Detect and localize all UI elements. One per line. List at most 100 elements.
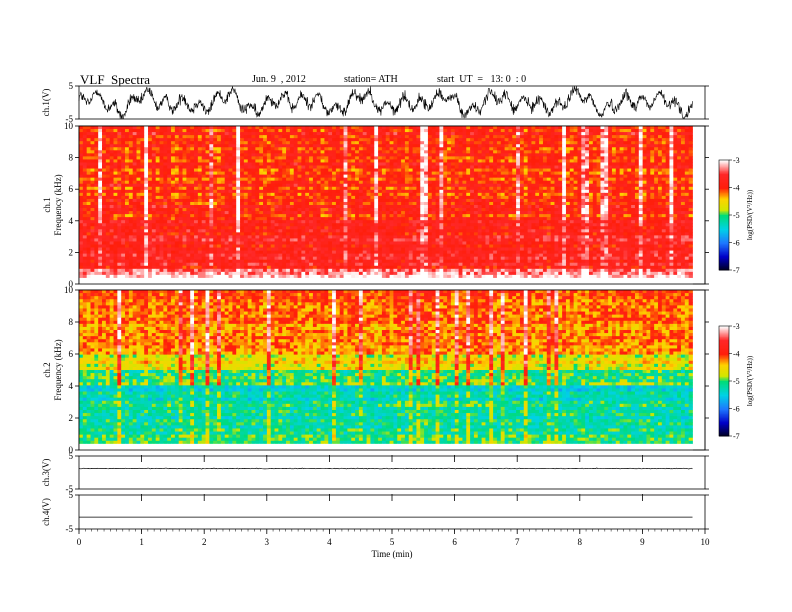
spectrogram-cell bbox=[336, 132, 340, 135]
spectrogram-cell bbox=[91, 144, 95, 147]
spectrogram-cell bbox=[505, 211, 509, 214]
spectrogram-cell bbox=[650, 159, 654, 162]
spectrogram-cell bbox=[474, 132, 478, 135]
spectrogram-cell bbox=[259, 178, 263, 181]
spectrogram-cell bbox=[209, 132, 213, 135]
spectrogram-cell bbox=[355, 208, 359, 211]
spectrogram-cell bbox=[597, 144, 601, 147]
spectrogram-cell bbox=[489, 144, 493, 147]
spectrogram-cell bbox=[600, 202, 604, 205]
spectrogram-cell bbox=[562, 156, 566, 159]
spectrogram-cell bbox=[236, 175, 240, 178]
spectrogram-cell bbox=[600, 162, 604, 165]
spectrogram-cell bbox=[662, 172, 666, 175]
spectrogram-cell bbox=[355, 214, 359, 217]
spectrogram-cell bbox=[198, 147, 202, 150]
spectrogram-cell bbox=[627, 169, 631, 172]
spectrogram-cell bbox=[386, 178, 390, 181]
spectrogram-cell bbox=[616, 156, 620, 159]
spectrogram-cell bbox=[420, 147, 424, 150]
spectrogram-cell bbox=[482, 208, 486, 211]
spectrogram-cell bbox=[643, 187, 647, 190]
spectrogram-cell bbox=[466, 132, 470, 135]
spectrogram-cell bbox=[186, 166, 190, 169]
spectrogram-cell bbox=[340, 217, 344, 220]
spectrogram-cell bbox=[508, 205, 512, 208]
spectrogram-cell bbox=[221, 126, 225, 129]
spectrogram-cell bbox=[163, 178, 167, 181]
spectrogram-cell bbox=[367, 187, 371, 190]
spectrogram-cell bbox=[505, 166, 509, 169]
spectrogram-cell bbox=[466, 208, 470, 211]
spectrogram-cell bbox=[324, 150, 328, 153]
spectrogram-cell bbox=[121, 144, 125, 147]
spectrogram-cell bbox=[255, 214, 259, 217]
spectrogram-cell bbox=[631, 190, 635, 193]
spectrogram-cell bbox=[673, 172, 677, 175]
spectrogram-cell bbox=[428, 129, 432, 132]
spectrogram-cell bbox=[98, 196, 102, 199]
spectrogram-cell bbox=[336, 178, 340, 181]
spectrogram-cell bbox=[290, 184, 294, 187]
spectrogram-cell bbox=[328, 190, 332, 193]
spectrogram-cell bbox=[386, 159, 390, 162]
spectrogram-cell bbox=[673, 196, 677, 199]
spectrogram-cell bbox=[558, 208, 562, 211]
spectrogram-cell bbox=[631, 181, 635, 184]
spectrogram-cell bbox=[662, 147, 666, 150]
spectrogram-cell bbox=[447, 181, 451, 184]
spectrogram-cell bbox=[581, 214, 585, 217]
spectrogram-cell bbox=[409, 205, 413, 208]
spectrogram-cell bbox=[685, 169, 689, 172]
spectrogram-cell bbox=[574, 175, 578, 178]
spectrogram-cell bbox=[489, 172, 493, 175]
spectrogram-cell bbox=[305, 141, 309, 144]
spectrogram-cell bbox=[313, 187, 317, 190]
spectrogram-cell bbox=[447, 159, 451, 162]
spectrogram-cell bbox=[501, 181, 505, 184]
spectrogram-cell bbox=[497, 162, 501, 165]
spectrogram-cell bbox=[478, 129, 482, 132]
spectrogram-cell bbox=[612, 187, 616, 190]
spectrogram-cell bbox=[186, 153, 190, 156]
spectrogram-cell bbox=[125, 166, 129, 169]
spectrogram-cell bbox=[221, 166, 225, 169]
spectrogram-cell bbox=[244, 196, 248, 199]
spectrogram-cell bbox=[351, 150, 355, 153]
spectrogram-cell bbox=[627, 166, 631, 169]
spectrogram-cell bbox=[424, 190, 428, 193]
spectrogram-cell bbox=[344, 184, 348, 187]
spectrogram-cell bbox=[313, 211, 317, 214]
spectrogram-cell bbox=[397, 129, 401, 132]
spectrogram-cell bbox=[604, 162, 608, 165]
spectrogram-cell bbox=[290, 153, 294, 156]
spectrogram-cell bbox=[94, 159, 98, 162]
spectrogram-cell bbox=[275, 208, 279, 211]
spectrogram-cell bbox=[336, 162, 340, 165]
spectrogram-cell bbox=[535, 214, 539, 217]
spectrogram-cell bbox=[347, 190, 351, 193]
spectrogram-cell bbox=[616, 187, 620, 190]
spectrogram-cell bbox=[351, 202, 355, 205]
spectrogram-cell bbox=[650, 184, 654, 187]
spectrogram-cell bbox=[612, 190, 616, 193]
spectrogram-cell bbox=[106, 135, 110, 138]
spectrogram-cell bbox=[110, 181, 114, 184]
spectrogram-cell bbox=[225, 141, 229, 144]
spectrogram-cell bbox=[140, 132, 144, 135]
spectrogram-cell bbox=[451, 162, 455, 165]
spectrogram-cell bbox=[666, 159, 670, 162]
spectrogram-cell bbox=[627, 208, 631, 211]
spectrogram-cell bbox=[313, 169, 317, 172]
spectrogram-cell bbox=[677, 166, 681, 169]
spectrogram-cell bbox=[252, 178, 256, 181]
spectrogram-cell bbox=[156, 175, 160, 178]
spectrogram-cell bbox=[543, 126, 547, 129]
spectrogram-cell bbox=[650, 147, 654, 150]
spectrogram-cell bbox=[248, 126, 252, 129]
spectrogram-cell bbox=[248, 178, 252, 181]
spectrogram-cell bbox=[577, 193, 581, 196]
spectrogram-cell bbox=[186, 169, 190, 172]
spectrogram-cell bbox=[378, 138, 382, 141]
spectrogram-cell bbox=[428, 172, 432, 175]
